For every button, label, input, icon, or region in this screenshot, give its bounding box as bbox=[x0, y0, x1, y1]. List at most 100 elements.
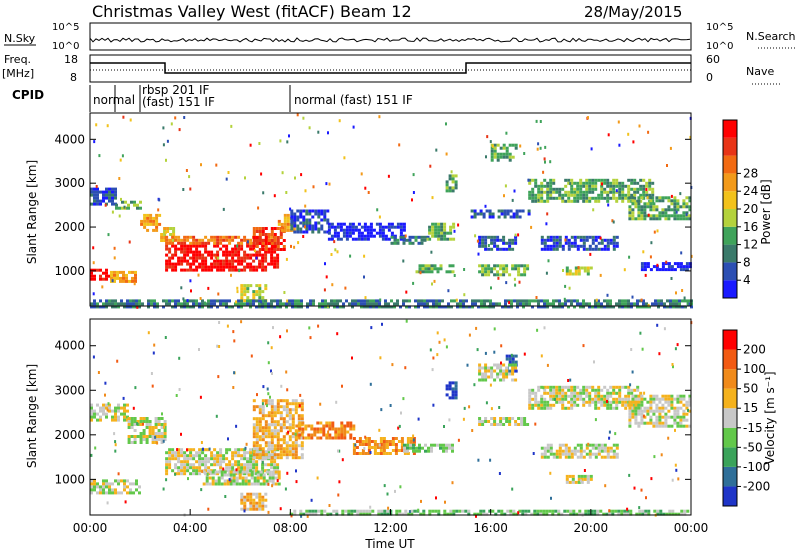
velocity-point bbox=[675, 468, 678, 472]
velocity-cell bbox=[377, 509, 381, 513]
power-cell bbox=[243, 235, 247, 239]
velocity-cell bbox=[319, 427, 323, 431]
power-cell bbox=[552, 196, 556, 200]
power-cell bbox=[225, 247, 229, 251]
velocity-cell bbox=[180, 454, 184, 458]
velocity-cell bbox=[505, 357, 509, 361]
velocity-cell bbox=[127, 435, 131, 438]
velocity-cell bbox=[264, 469, 268, 473]
power-cell bbox=[435, 302, 438, 306]
velocity-cell bbox=[352, 427, 356, 431]
power-cell bbox=[675, 305, 678, 309]
velocity-cell bbox=[255, 429, 259, 433]
power-cell bbox=[568, 272, 572, 276]
power-cell bbox=[168, 256, 172, 260]
power-cell bbox=[225, 238, 229, 242]
power-cell bbox=[165, 299, 168, 303]
velocity-cell bbox=[114, 409, 117, 413]
power-cell bbox=[676, 199, 680, 203]
power-cell bbox=[296, 218, 300, 222]
power-cell bbox=[136, 203, 139, 207]
power-point bbox=[431, 196, 434, 200]
power-cell bbox=[511, 155, 515, 159]
velocity-cell bbox=[270, 441, 274, 445]
power-cell bbox=[531, 196, 535, 200]
velocity-cell bbox=[120, 406, 123, 410]
velocity-cell bbox=[298, 427, 302, 431]
power-cell bbox=[147, 302, 150, 306]
velocity-cell bbox=[262, 473, 266, 477]
power-cell bbox=[408, 241, 412, 245]
velocity-colorbar-tick-label: 15 bbox=[743, 401, 758, 415]
velocity-cell bbox=[652, 421, 656, 425]
velocity-cell bbox=[534, 391, 538, 395]
velocity-cell bbox=[298, 433, 302, 437]
velocity-panel-bg bbox=[90, 319, 691, 515]
power-point bbox=[562, 269, 564, 272]
velocity-cell bbox=[139, 432, 143, 435]
power-cell bbox=[642, 190, 646, 194]
power-cell bbox=[243, 250, 247, 254]
power-cell bbox=[290, 221, 294, 225]
velocity-cell bbox=[246, 495, 250, 499]
power-cell bbox=[258, 284, 262, 288]
velocity-cell bbox=[237, 451, 241, 455]
power-cell bbox=[496, 264, 500, 268]
velocity-cell bbox=[268, 476, 272, 480]
power-cell bbox=[508, 158, 512, 162]
power-point bbox=[412, 191, 415, 194]
power-cell bbox=[490, 238, 494, 242]
power-cell bbox=[261, 302, 264, 306]
power-cell bbox=[573, 244, 577, 248]
power-cell bbox=[652, 214, 656, 218]
velocity-cell bbox=[180, 460, 184, 464]
power-cell bbox=[627, 193, 631, 197]
velocity-cell bbox=[635, 512, 639, 516]
power-cell bbox=[431, 225, 435, 229]
velocity-cell bbox=[270, 432, 274, 436]
velocity-cell bbox=[288, 414, 292, 418]
power-cell bbox=[456, 302, 459, 306]
power-cell bbox=[443, 234, 447, 238]
velocity-cell bbox=[258, 408, 262, 412]
power-cell bbox=[534, 299, 537, 303]
power-point bbox=[656, 263, 659, 267]
velocity-point bbox=[594, 418, 597, 422]
velocity-cell bbox=[255, 435, 259, 439]
velocity-cell bbox=[259, 482, 263, 486]
velocity-cell bbox=[256, 476, 260, 480]
velocity-cell bbox=[252, 423, 256, 427]
power-cell bbox=[513, 299, 516, 303]
power-cell bbox=[369, 222, 373, 226]
power-cell bbox=[132, 305, 135, 309]
velocity-cell bbox=[252, 463, 256, 467]
velocity-cell bbox=[93, 485, 96, 489]
power-point bbox=[304, 225, 306, 229]
power-cell bbox=[339, 299, 342, 303]
velocity-point bbox=[290, 514, 293, 518]
velocity-cell bbox=[624, 400, 628, 404]
velocity-point bbox=[94, 446, 97, 450]
velocity-cell bbox=[264, 492, 268, 496]
velocity-cell bbox=[412, 443, 415, 447]
power-cell bbox=[424, 264, 428, 268]
velocity-cell bbox=[93, 415, 96, 419]
velocity-cell bbox=[163, 432, 167, 435]
power-cell bbox=[375, 231, 379, 235]
power-cell bbox=[305, 221, 309, 225]
velocity-cell bbox=[505, 366, 509, 370]
velocity-cell bbox=[129, 488, 132, 492]
velocity-point bbox=[386, 492, 389, 496]
power-cell bbox=[685, 205, 689, 209]
time-xtick-label: 00:00 bbox=[73, 521, 108, 535]
velocity-cell bbox=[282, 435, 286, 439]
power-cell bbox=[363, 237, 367, 241]
power-cell bbox=[258, 305, 261, 309]
velocity-cell bbox=[145, 441, 149, 444]
velocity-cell bbox=[611, 512, 615, 516]
power-cell bbox=[649, 217, 653, 221]
power-cell bbox=[225, 235, 229, 239]
power-cell bbox=[552, 302, 555, 306]
power-cell bbox=[192, 302, 195, 306]
power-cell bbox=[198, 244, 202, 248]
